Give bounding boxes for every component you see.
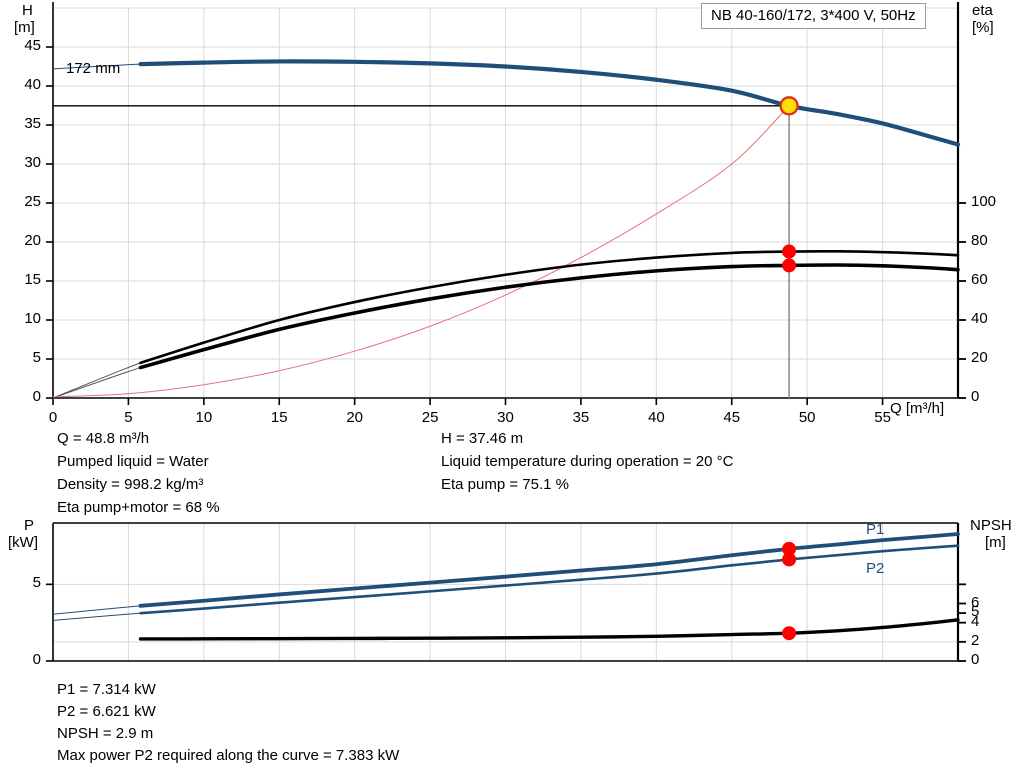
npsh-axis-title: NPSH	[970, 517, 1012, 534]
tick-label: 35	[24, 115, 41, 132]
tick-label: 15	[24, 271, 41, 288]
tick-label: 6	[971, 593, 980, 611]
eta-pump: Eta pump = 75.1 %	[441, 476, 569, 493]
eta-axis-unit: [%]	[972, 19, 994, 36]
duty-flow: Q = 48.8 m³/h	[57, 430, 150, 447]
tick-label: 0	[48, 409, 58, 426]
tick-label: 50	[798, 409, 816, 426]
density: Density = 998.2 kg/m³	[57, 476, 204, 493]
tick-label: 40	[647, 409, 665, 426]
tick-label: 45	[723, 409, 741, 426]
power-npsh-chart	[46, 522, 966, 662]
eta-pump-motor: Eta pump+motor = 68 %	[57, 499, 220, 516]
tick-label: 5	[32, 574, 41, 592]
p-axis-unit: [kW]	[8, 534, 38, 551]
p1-curve-label: P1	[866, 521, 885, 538]
duty-point-markers-power	[782, 541, 797, 641]
p2-curve-label: P2	[866, 560, 885, 577]
h-axis-title: H	[22, 2, 33, 19]
tick-label: 5	[124, 409, 133, 426]
tick-label: 40	[971, 310, 988, 327]
tick-label: 0	[971, 388, 980, 405]
tick-label: 15	[270, 409, 288, 426]
tick-label: 20	[24, 232, 41, 249]
tick-label: 10	[195, 409, 213, 426]
tick-label: 45	[24, 37, 41, 54]
tick-label: 55	[874, 409, 891, 426]
tick-label: 10	[24, 310, 41, 327]
tick-label: 25	[24, 193, 41, 210]
tick-label: 5	[971, 603, 980, 621]
eta-axis-title: eta	[972, 2, 993, 19]
head-efficiency-chart	[46, 2, 966, 405]
tick-label: 25	[421, 409, 439, 426]
tick-label: 5	[32, 349, 41, 366]
tick-label: 30	[497, 409, 514, 426]
tick-label: 20	[346, 409, 363, 426]
tick-label: 4	[971, 612, 980, 630]
impeller-diameter-label: 172 mm	[66, 60, 121, 77]
p-axis-title: P	[24, 517, 35, 534]
pump-model-title: NB 40-160/172, 3*400 V, 50Hz	[701, 3, 926, 29]
npsh-value: NPSH = 2.9 m	[57, 725, 154, 742]
tick-label: 2	[971, 631, 980, 649]
p1-value: P1 = 7.314 kW	[57, 681, 156, 698]
tick-label: 0	[971, 651, 980, 668]
liquid-temperature: Liquid temperature during operation = 20…	[441, 453, 734, 470]
tick-label: 30	[24, 154, 41, 171]
p2-value: P2 = 6.621 kW	[57, 703, 156, 720]
pumped-liquid: Pumped liquid = Water	[57, 453, 209, 470]
tick-label: 35	[572, 409, 590, 426]
tick-label: 100	[971, 193, 997, 210]
max-power-value: Max power P2 required along the curve = …	[57, 747, 400, 764]
tick-label: 80	[971, 232, 988, 249]
tick-label: 0	[32, 651, 41, 668]
tick-label: 0	[32, 388, 41, 405]
npsh-axis-unit: [m]	[985, 534, 1006, 551]
tick-label: 40	[24, 76, 41, 93]
duty-head: H = 37.46 m	[441, 430, 524, 447]
tick-label: 20	[971, 349, 988, 366]
tick-label: 60	[971, 271, 988, 288]
duty-point-markers	[779, 96, 799, 273]
h-axis-unit: [m]	[14, 19, 35, 36]
q-axis-title-top: Q [m³/h]	[890, 400, 945, 417]
